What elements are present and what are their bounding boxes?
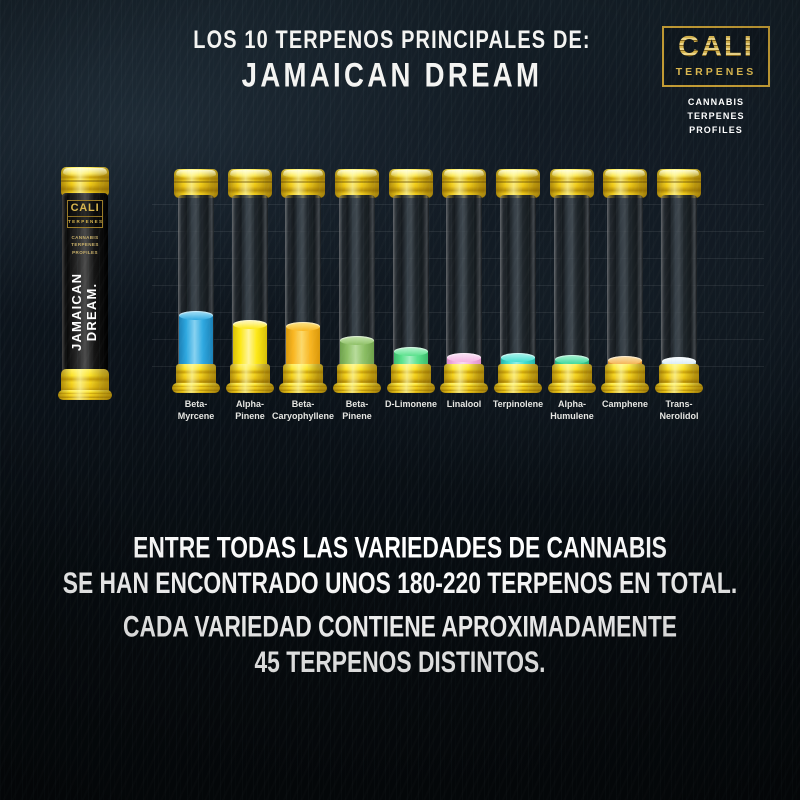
tube-label: Terpinolene (492, 399, 544, 409)
tube-cap-bottom (655, 364, 703, 393)
test-tube-alpha-pinene: Alpha- Pinene (226, 169, 274, 459)
footer-p1-line2: SE HAN ENCONTRADO UNOS 180-220 TERPENOS … (62, 567, 738, 601)
product-tagline-line1: CANNABIS TERPENES (71, 234, 99, 248)
tube-glass (554, 195, 590, 374)
product-label-tagline: CANNABIS TERPENES PROFILES (62, 234, 108, 257)
tube-cap-bottom (333, 364, 381, 393)
product-tube-cap-bottom (58, 369, 112, 400)
test-tube-d-limonene: D-Limonene (385, 169, 437, 459)
tube-glass (178, 195, 214, 374)
strain-line2: DREAM. (84, 282, 99, 342)
tube-cap-top (281, 169, 325, 198)
logo-tagline-line1: CANNABIS TERPENES (687, 97, 745, 121)
tube-glass (446, 195, 482, 374)
tube-cap-bottom (226, 364, 274, 393)
terpene-fill (286, 322, 320, 370)
tube-cap-top (335, 169, 379, 198)
test-tube-alpha-humulene: Alpha- Humulene (548, 169, 596, 459)
product-tube-body: CALI TERPENES CANNABIS TERPENES PROFILES… (62, 193, 108, 373)
tube-cap-top (603, 169, 647, 198)
tube-cap-top (657, 169, 701, 198)
product-tube-cap-top (61, 167, 109, 197)
footer-p1-line1: ENTRE TODAS LAS VARIEDADES DE CANNABIS (133, 532, 667, 565)
test-tube-beta-caryophyllene: Beta- Caryophyllene (272, 169, 334, 459)
footer-p2-line2: 45 TERPENOS DISTINTOS. (254, 646, 546, 680)
test-tube-terpinolene: Terpinolene (493, 169, 543, 459)
strain-title: JAMAICAN DREAM (241, 57, 543, 95)
test-tube-trans-nerolidol: Trans- Nerolidol (655, 169, 703, 459)
logo-brand-name: CALI (666, 33, 766, 62)
terpene-fill (233, 320, 267, 370)
logo-tagline: CANNABIS TERPENES PROFILES (662, 96, 770, 138)
logo-brand-sub: TERPENES (675, 66, 757, 78)
product-tube: CALI TERPENES CANNABIS TERPENES PROFILES… (58, 167, 112, 400)
tube-cap-bottom (440, 364, 488, 393)
tube-label: Linalool (446, 399, 482, 409)
tube-cap-top (550, 169, 594, 198)
tube-cap-bottom (279, 364, 327, 393)
tube-cap-bottom (387, 364, 435, 393)
terpene-fill (179, 311, 213, 370)
tube-label: Beta- Myrcene (177, 399, 215, 421)
tube-glass (285, 195, 321, 374)
test-tube-camphene: Camphene (601, 169, 649, 459)
tube-label: Beta- Pinene (342, 399, 372, 421)
logo-frame: CALI TERPENES (662, 26, 770, 87)
tube-cap-bottom (601, 364, 649, 393)
footer-paragraph-2: CADA VARIEDAD CONTIENE APROXIMADAMENTE 4… (20, 611, 780, 681)
tube-glass (393, 195, 429, 374)
tube-cap-top (496, 169, 540, 198)
test-tube-linalool: Linalool (440, 169, 488, 459)
tube-cap-bottom (494, 364, 542, 393)
title-line-1: LOS 10 TERPENOS PRINCIPALES DE: (193, 27, 591, 55)
tube-cap-top (389, 169, 433, 198)
tube-cap-bottom (548, 364, 596, 393)
footer-paragraph-1: ENTRE TODAS LAS VARIEDADES DE CANNABIS S… (20, 532, 780, 602)
test-tube-beta-myrcene: Beta- Myrcene (172, 169, 220, 459)
tube-glass (339, 195, 375, 374)
tube-glass (607, 195, 643, 374)
tube-label: Beta- Caryophyllene (271, 399, 335, 421)
page-title: LOS 10 TERPENOS PRINCIPALES DE: JAMAICAN… (0, 27, 784, 95)
tube-label: D-Limonene (384, 399, 437, 409)
product-strain-name: JAMAICAN DREAM. (69, 266, 100, 358)
product-label-logo: CALI TERPENES (67, 200, 103, 228)
tube-label: Camphene (601, 399, 648, 409)
cali-terpenes-logo: CALI TERPENES CANNABIS TERPENES PROFILES (662, 26, 770, 138)
tube-glass (500, 195, 536, 374)
tube-cap-bottom (172, 364, 220, 393)
tube-cap-top (228, 169, 272, 198)
product-label-brand: CALI (70, 202, 100, 214)
tube-cap-top (174, 169, 218, 198)
strain-line1: JAMAICAN (69, 272, 85, 352)
tube-label: Trans- Nerolidol (659, 399, 699, 421)
logo-tagline-line2: PROFILES (689, 124, 743, 135)
product-label-brand-sub: TERPENES (68, 216, 102, 224)
tube-glass (232, 195, 268, 374)
footer-p2-line1: CADA VARIEDAD CONTIENE APROXIMADAMENTE (123, 611, 677, 644)
product-tagline-line2: PROFILES (72, 249, 98, 255)
tube-glass (661, 195, 697, 374)
tube-label: Alpha- Humulene (550, 399, 594, 421)
tube-label: Alpha- Pinene (235, 399, 265, 421)
tube-cap-top (442, 169, 486, 198)
test-tube-beta-pinene: Beta- Pinene (333, 169, 381, 459)
